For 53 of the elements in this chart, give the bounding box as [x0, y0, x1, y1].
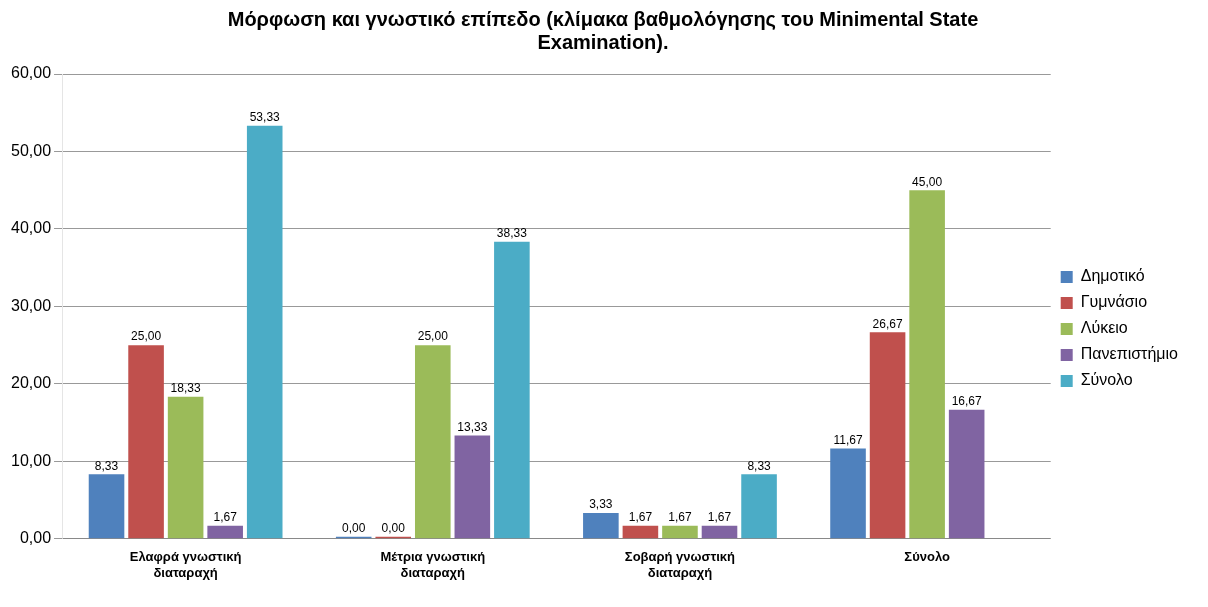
bar [246, 125, 283, 539]
x-tick-label: Σοβαρή γνωστική διαταραχή [624, 549, 736, 580]
y-tick-label: 30,00 [10, 296, 52, 314]
x-tick-label: Ελαφρά γνωστική διαταραχή [129, 549, 242, 580]
bar [909, 190, 945, 539]
data-label: 38,33 [496, 226, 528, 241]
data-label: 11,67 [833, 432, 863, 447]
legend-label: Γυμνάσιο [1080, 293, 1148, 311]
data-label: 0,00 [381, 521, 406, 536]
bar [414, 345, 451, 539]
data-label: 13,33 [457, 419, 488, 434]
bar [454, 435, 491, 539]
y-tick-label: 60,00 [10, 64, 52, 82]
x-tick-label: Σύνολο [904, 549, 950, 565]
bar [128, 345, 164, 539]
legend-label: Σύνολο [1080, 371, 1133, 389]
data-label: 8,33 [94, 458, 119, 473]
data-label: 53,33 [249, 109, 281, 124]
data-label: 25,00 [417, 329, 449, 344]
data-label: 3,33 [589, 497, 613, 512]
data-label: 18,33 [170, 381, 201, 396]
y-tick-label: 0,00 [19, 529, 52, 547]
bar [869, 332, 906, 539]
x-tick-label: Μέτρια γνωστική διαταραχή [380, 549, 486, 580]
y-tick-label: 40,00 [10, 219, 52, 237]
data-label: 16,67 [951, 393, 983, 408]
bar [88, 474, 125, 539]
bar [583, 513, 619, 539]
data-label: 1,67 [707, 510, 732, 525]
bar [948, 409, 985, 539]
legend-label: Λύκειο [1080, 319, 1128, 337]
bar [207, 525, 243, 539]
bar [494, 241, 530, 539]
data-label: 26,67 [872, 316, 903, 331]
bar [830, 448, 866, 539]
data-label: 1,67 [213, 510, 238, 525]
y-tick-label: 20,00 [10, 374, 52, 392]
bar [622, 525, 659, 539]
data-label: 25,00 [131, 329, 162, 344]
legend-label: Πανεπιστήμιο [1080, 345, 1179, 363]
y-tick-label: 10,00 [10, 451, 52, 469]
bar [167, 396, 204, 539]
data-label: 1,67 [668, 510, 692, 525]
data-label: 0,00 [342, 521, 366, 536]
legend-label: Δημοτικό [1080, 267, 1145, 285]
y-tick-label: 50,00 [10, 141, 52, 159]
data-label: 45,00 [912, 174, 943, 189]
chart-title: Μόρφωση και γνωστικό επίπεδο (κλίμακα βαθμολόγησης του Minimental State Examination). [226, 8, 980, 54]
data-label: 8,33 [747, 458, 772, 473]
bar [741, 474, 777, 539]
bar [662, 525, 698, 539]
bar [701, 525, 738, 539]
data-label: 1,67 [628, 510, 653, 525]
